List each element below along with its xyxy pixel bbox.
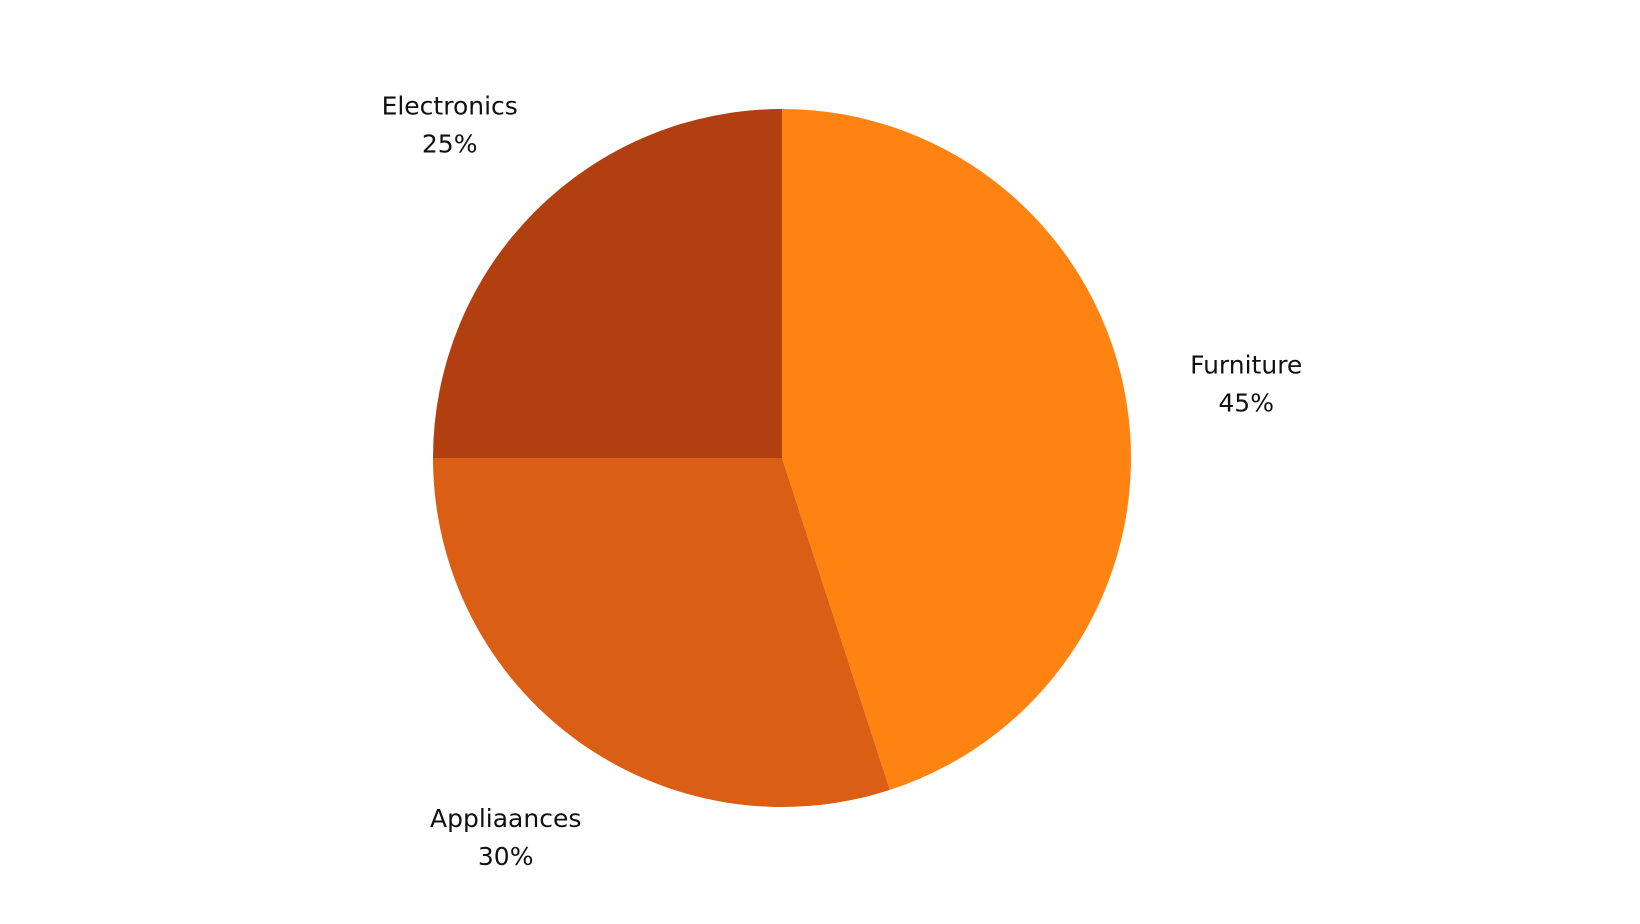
slice-label-appliaances: Appliaances [430, 804, 581, 833]
slice-label-furniture: Furniture [1190, 351, 1302, 380]
pie-slice-electronics [433, 109, 782, 458]
pie-slices [433, 109, 1132, 808]
slice-label-electronics: Electronics [382, 92, 518, 121]
slice-percent-electronics: 25% [422, 130, 478, 159]
slice-percent-appliaances: 30% [478, 842, 534, 871]
pie-labels: Furniture 45% Appliaances 30% Electronics 25% [382, 92, 1303, 872]
slice-percent-furniture: 45% [1218, 389, 1274, 418]
pie-slice-furniture [782, 109, 1132, 790]
pie-slice-appliaances [433, 458, 890, 808]
